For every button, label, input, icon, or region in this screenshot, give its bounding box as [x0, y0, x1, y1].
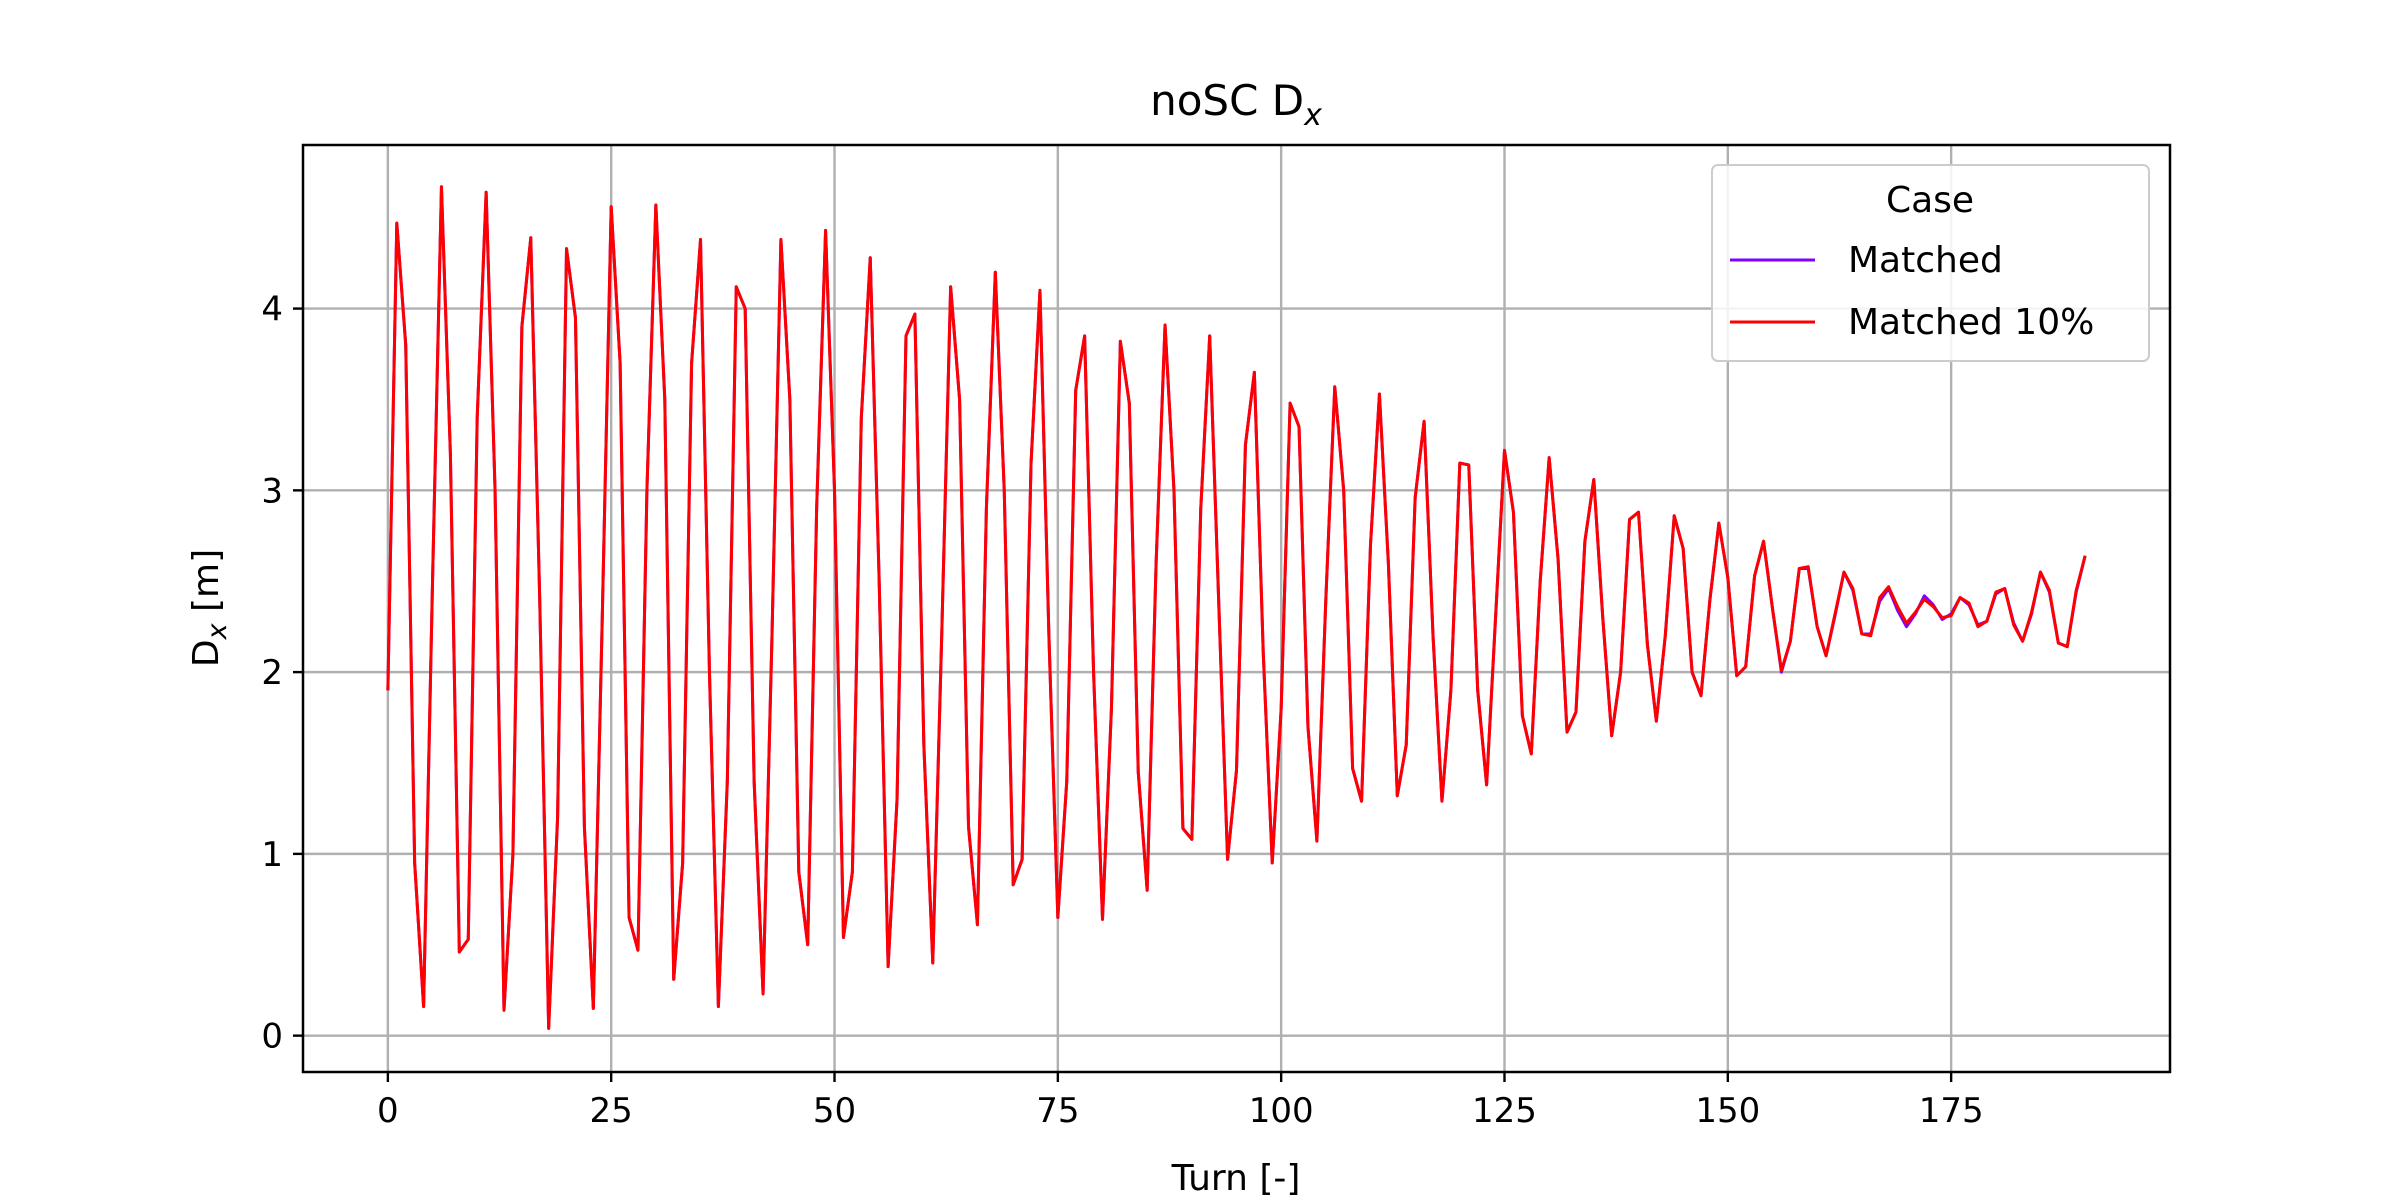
- y-tick-label: 3: [261, 471, 283, 511]
- plot-frame: [301, 143, 2172, 1074]
- x-tick-label: 175: [1919, 1091, 1984, 1131]
- chart-title-subscript: x: [1303, 98, 1322, 133]
- legend-label-matched-10: Matched 10%: [1848, 302, 2094, 343]
- x-tick-label: 125: [1472, 1091, 1537, 1131]
- legend: Case Matched Matched 10%: [1711, 164, 2150, 362]
- series-line-matched-10: [386, 185, 2087, 1030]
- legend-title: Case: [1886, 180, 1974, 221]
- x-axis-label: Turn [-]: [1171, 1158, 1301, 1199]
- x-tick-label: 100: [1249, 1091, 1314, 1131]
- y-axis-label-subscript: x: [202, 622, 233, 640]
- x-tick-label: 0: [377, 1091, 399, 1131]
- x-tick-label: 150: [1695, 1091, 1760, 1131]
- x-axis: 0 25 50 75 100 125 150 175: [377, 1072, 1984, 1131]
- x-tick-label: 50: [813, 1091, 856, 1131]
- chart-title: noSC Dx: [1150, 76, 1322, 133]
- y-tick-label: 1: [261, 835, 283, 875]
- y-axis: 0 1 2 3 4: [261, 290, 303, 1057]
- y-tick-label: 4: [261, 290, 283, 330]
- y-tick-label: 2: [261, 653, 283, 693]
- y-tick-label: 0: [261, 1017, 283, 1057]
- series-layer: [386, 185, 2087, 1030]
- legend-label-matched: Matched: [1848, 240, 2003, 281]
- x-tick-label: 25: [590, 1091, 633, 1131]
- x-tick-label: 75: [1036, 1091, 1079, 1131]
- y-axis-label: Dx [m]: [186, 549, 233, 667]
- legend-box: [1711, 164, 2150, 362]
